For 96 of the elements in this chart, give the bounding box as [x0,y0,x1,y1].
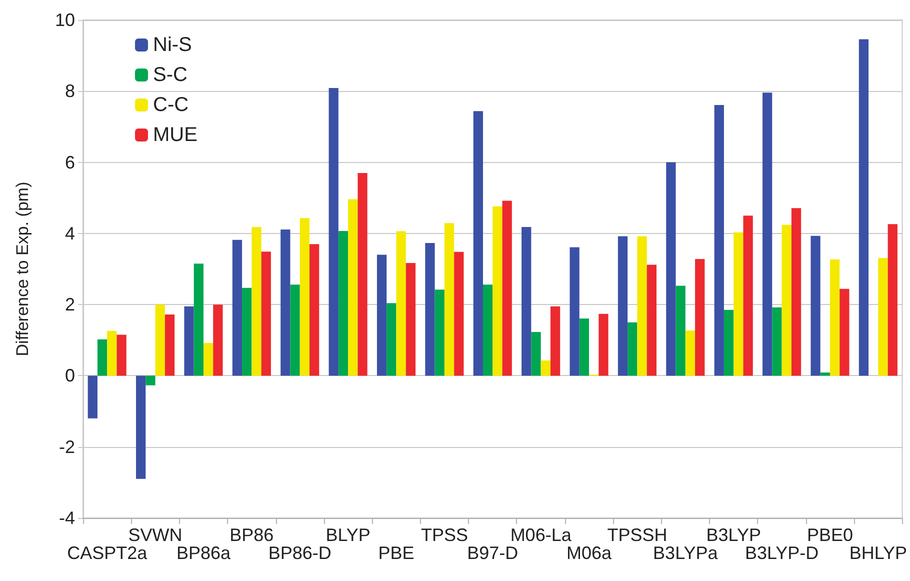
bar [406,262,416,376]
bar [261,252,271,376]
bar [820,372,830,376]
y-tick-label: 4 [64,223,75,244]
bar [598,314,608,376]
x-tick-label: CASPT2a [67,543,148,563]
bar [232,240,242,376]
bar [782,224,792,376]
x-tick-label: M06a [566,543,613,563]
bar [550,306,560,376]
x-tick-label: BP86-D [268,543,332,563]
bar [396,231,406,376]
bar [724,310,734,376]
bar [714,105,724,376]
x-tick-label: B3LYPa [653,543,719,563]
bar [328,88,338,376]
bar [358,172,368,376]
bar [646,264,656,376]
bar [97,339,108,376]
bar [579,318,590,376]
bar [164,314,175,376]
bar [155,304,165,376]
bar [107,330,117,376]
bar [310,244,320,376]
y-tick-label: 2 [64,294,75,315]
bar [570,247,580,376]
bar [628,322,638,376]
bar [772,307,782,376]
bar [473,111,483,376]
bar [213,304,223,376]
bar [676,286,686,376]
bar [252,227,262,376]
bar [791,208,802,376]
y-axis-title: Difference to Exp. (pm) [13,182,32,356]
x-tick-label: B3LYP-D [744,543,819,563]
bar [888,224,898,376]
bar [376,254,387,376]
y-tick-label: 8 [64,81,75,102]
bar [348,199,358,376]
bar [830,259,840,376]
x-tick-label: BLYP [326,525,370,545]
bar [492,206,502,376]
y-tick-label: 0 [64,366,75,386]
legend-label: C-C [153,94,189,116]
legend-label: S-C [153,64,188,86]
bar [637,236,647,376]
bar [242,288,252,376]
bar [136,376,146,479]
bar [203,342,214,376]
bar [522,227,532,376]
y-tick-label: 10 [54,10,75,30]
bar [695,259,705,376]
x-tick-label: B97-D [467,543,518,563]
bar [386,303,396,376]
bar [194,264,204,376]
bar [540,360,550,376]
legend-label: MUE [153,124,198,146]
x-tick-label: BP86 [230,525,274,545]
bar [434,290,444,376]
bar [444,223,454,376]
bar [425,243,435,376]
bar [858,39,869,376]
bar [290,284,300,376]
legend-label: Ni-S [153,34,192,56]
bar [743,216,753,376]
bar [300,218,310,376]
y-tick-label: 6 [64,152,75,172]
x-tick-label: PBE0 [806,525,853,545]
x-tick-label: M06-La [510,525,572,545]
bar [810,236,820,376]
bar [618,236,628,376]
y-tick-label: -2 [58,436,75,457]
x-tick-label: BHLYP [849,543,908,563]
bar [840,288,850,376]
bar [734,232,744,376]
x-tick-label: B3LYP [706,525,761,545]
bar [483,284,493,376]
bar [685,330,696,376]
bar [666,162,676,376]
y-tick-label: -4 [58,508,75,528]
bar [146,376,156,386]
bar [88,376,98,418]
x-tick-label: TPSSH [607,525,668,545]
bar [762,92,772,376]
bar [116,334,126,376]
x-tick-label: SVWN [128,525,182,545]
bar [878,258,888,376]
x-tick-label: BP86a [176,543,232,563]
bar [184,306,194,376]
x-tick-label: PBE [378,543,414,563]
bar [338,230,348,376]
bar [502,200,512,376]
x-tick-label: TPSS [420,525,468,545]
bar [531,332,541,376]
bar [454,252,464,376]
bar [280,230,290,376]
